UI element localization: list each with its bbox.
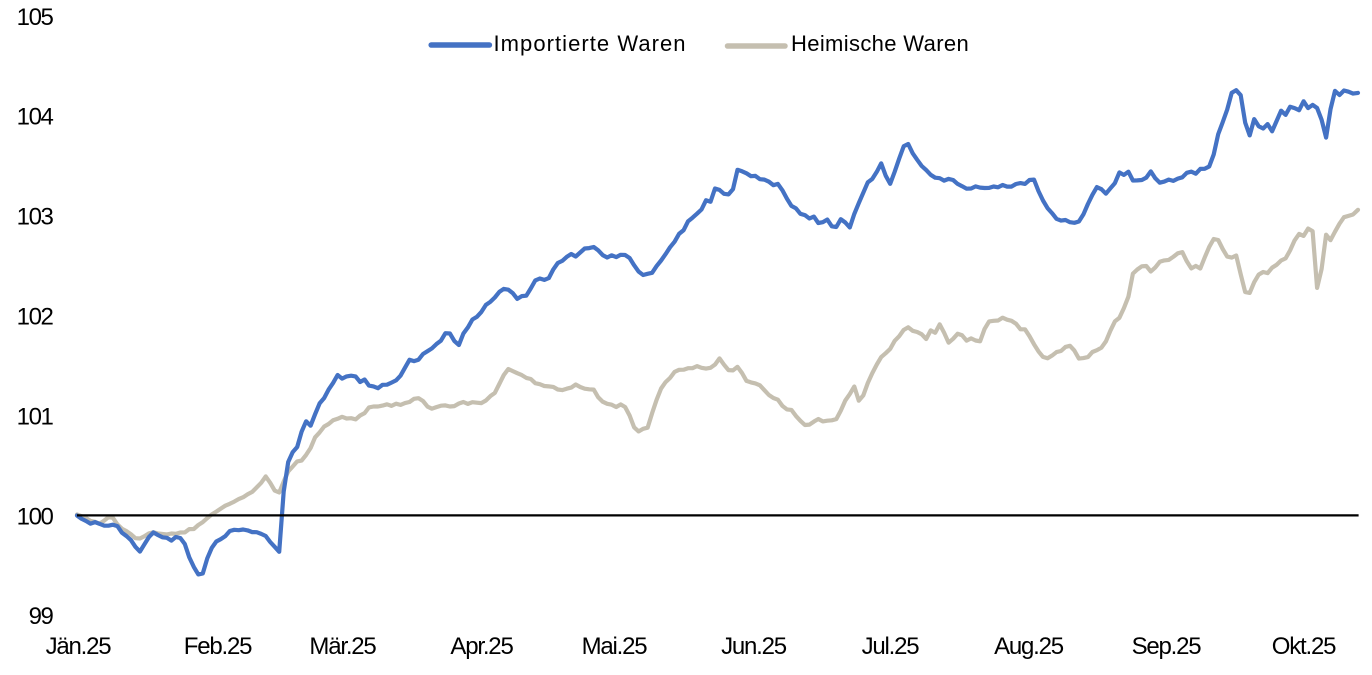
svg-text:105: 105 [17, 4, 54, 31]
svg-text:Jän.25: Jän.25 [46, 633, 112, 660]
svg-text:Mai.25: Mai.25 [582, 633, 648, 660]
svg-text:Jul.25: Jul.25 [862, 633, 920, 660]
svg-text:103: 103 [17, 204, 54, 231]
svg-text:102: 102 [17, 304, 54, 331]
svg-text:101: 101 [17, 403, 54, 430]
svg-text:Importierte Waren: Importierte Waren [494, 31, 687, 56]
svg-text:Feb.25: Feb.25 [184, 633, 252, 660]
svg-text:Mär.25: Mär.25 [309, 633, 376, 660]
svg-text:104: 104 [17, 104, 54, 131]
svg-text:Jun.25: Jun.25 [721, 633, 787, 660]
svg-text:100: 100 [17, 503, 54, 530]
svg-text:Okt.25: Okt.25 [1272, 633, 1336, 660]
svg-text:Apr.25: Apr.25 [450, 633, 513, 660]
svg-text:Sep.25: Sep.25 [1132, 633, 1202, 660]
svg-text:99: 99 [29, 603, 54, 630]
svg-text:Heimische Waren: Heimische Waren [791, 31, 969, 56]
svg-text:Aug.25: Aug.25 [994, 633, 1064, 660]
